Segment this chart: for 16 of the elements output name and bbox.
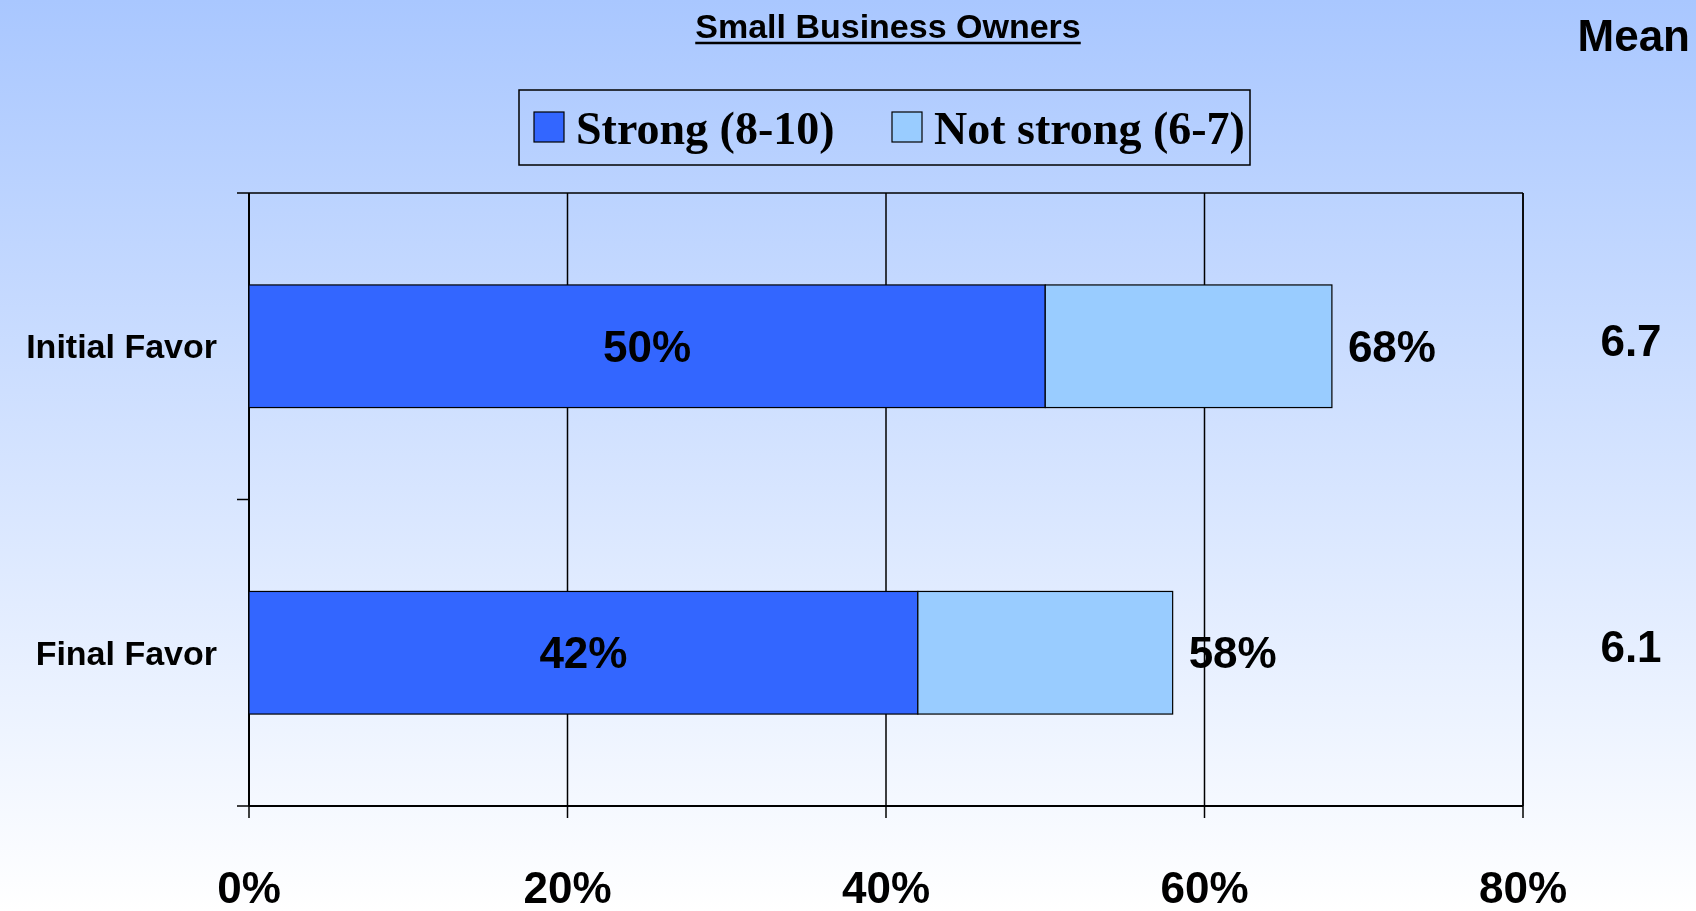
total-label: 68%: [1347, 321, 1436, 371]
text: 6.1: [1600, 622, 1662, 672]
text: 6.7: [1600, 315, 1662, 365]
x-tick-label: 0%: [217, 863, 281, 911]
x-tick-label: 80%: [1478, 863, 1568, 911]
x-tick-label: 40%: [841, 863, 931, 911]
legend-label: Not strong (6-7): [934, 102, 1245, 154]
x-tick-label: 20%: [523, 863, 612, 911]
legend-label: Strong (8-10): [576, 102, 835, 154]
y-tick-label: Final Favor: [35, 633, 217, 672]
data-label: 50%: [603, 321, 692, 371]
text: Mean: [1577, 11, 1690, 61]
x-tick-label: 60%: [1160, 863, 1249, 911]
data-label: 42%: [539, 628, 628, 678]
y-tick-label: Initial Favor: [26, 327, 217, 366]
chart-title: Small Business Owners: [695, 7, 1081, 45]
